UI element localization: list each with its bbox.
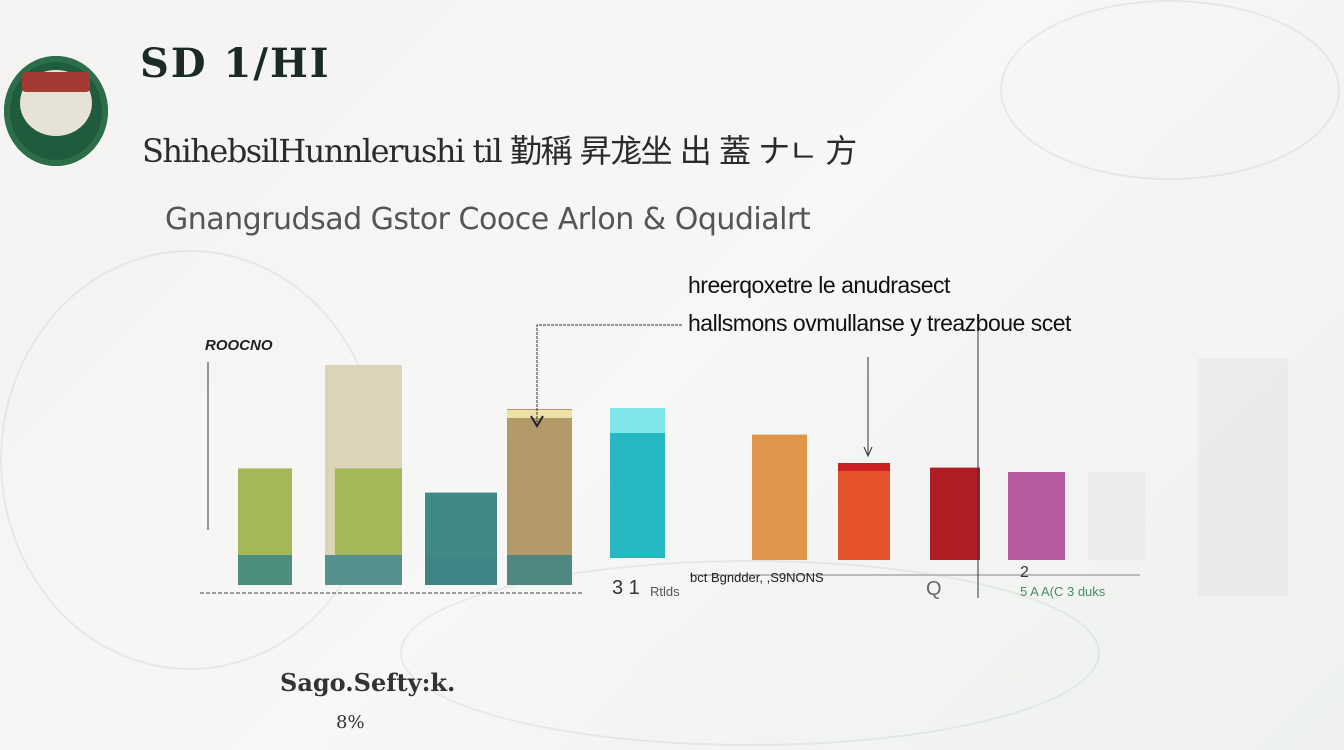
bar (1008, 472, 1065, 560)
arrow-icon (530, 415, 544, 428)
background-swirl (400, 560, 1100, 746)
bar-cap (610, 408, 665, 433)
tick-label: 5 A A(C 3 duks (1020, 584, 1106, 599)
background-swirl (1000, 0, 1340, 180)
bar (752, 434, 807, 560)
tick-label: 2 (1020, 564, 1029, 581)
bar (335, 468, 402, 555)
bar-base-segment (325, 555, 402, 585)
annotation-leader-line (536, 324, 682, 422)
page-title: ShihebsilHunnlerushi til 勤稱 昇尨坐 出 蓋 ナㄴ 方 (142, 132, 857, 170)
bar (1088, 472, 1145, 560)
annotation-line-2: hallsmons ovmullanse y treazboue scet (688, 310, 1071, 336)
bar-base-segment (507, 555, 572, 585)
tick-label: 3 1 (612, 577, 640, 599)
tick-label: Q (926, 578, 942, 600)
faded-panel (1198, 358, 1288, 596)
bar-cap (507, 410, 572, 418)
tick-label: Rtlds (650, 584, 680, 599)
bar (610, 408, 665, 558)
footer-value: 8% (336, 712, 365, 733)
bar-base-segment (425, 555, 497, 585)
page-subtitle: Gnangrudsad Gstor Cooce Arlon & Oqudialr… (165, 202, 811, 237)
bar (838, 463, 890, 560)
footer-label: Sago.Sefty:k. (280, 668, 456, 697)
bar-cap (838, 463, 890, 471)
bar-base-segment (238, 555, 292, 585)
annotation-line-1: hreerqoxetre le anudrasect (688, 272, 950, 298)
short-title: SD 1/HI (140, 40, 331, 87)
y-axis-label: ROOCNO (205, 337, 273, 354)
arrow-icon (863, 446, 873, 458)
bar (930, 467, 980, 560)
tick-label: bct Bgndder, ,S9NONS (690, 570, 824, 585)
institution-seal-logo (4, 56, 108, 166)
